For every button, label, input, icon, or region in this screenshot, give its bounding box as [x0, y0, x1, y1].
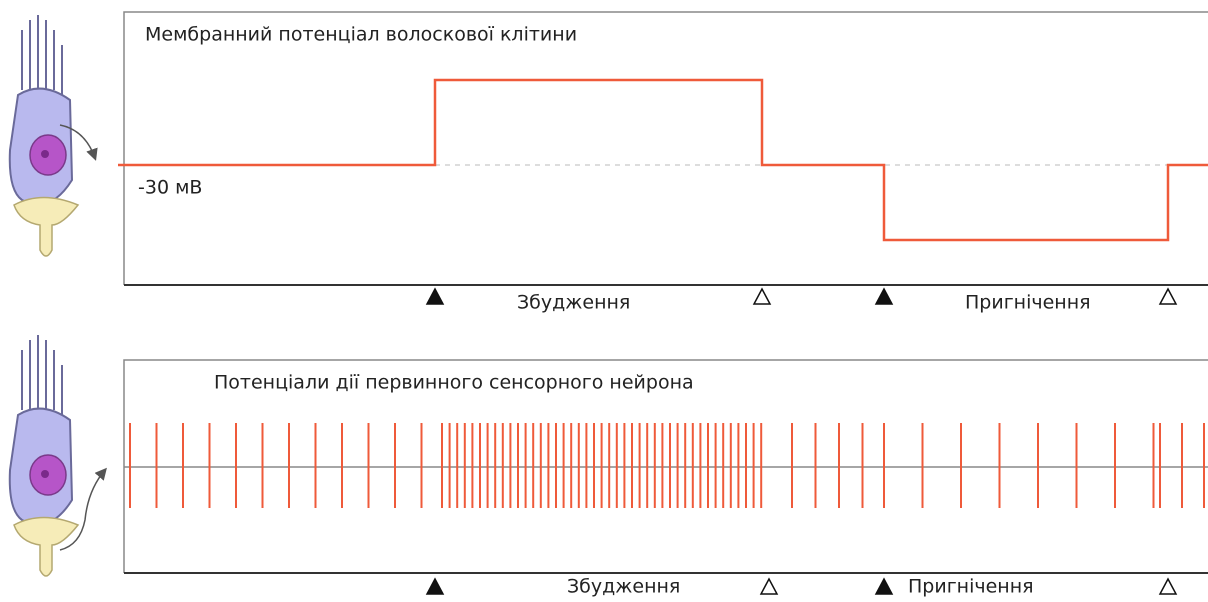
offset-marker: [1160, 579, 1176, 594]
hair-cell-icon: [10, 15, 95, 256]
panel-frame: [124, 12, 1208, 285]
diagram: Мембранний потенціал волоскової клітини …: [0, 0, 1208, 602]
panel-title: Потенціали дії первинного сенсорного ней…: [214, 372, 694, 394]
spike-train: [130, 423, 1204, 508]
level-label: -30 мВ: [138, 177, 202, 199]
phase-label: Збудження: [567, 576, 680, 598]
onset-marker: [876, 579, 892, 594]
onset-marker: [427, 289, 443, 304]
onset-marker: [427, 579, 443, 594]
onset-marker: [876, 289, 892, 304]
event-markers: [427, 289, 1176, 594]
phase-label: Збудження: [517, 292, 630, 314]
membrane-trace: [118, 80, 1208, 240]
phase-label: Пригнічення: [965, 292, 1091, 314]
panel-title: Мембранний потенціал волоскової клітини: [145, 24, 577, 46]
offset-marker: [761, 579, 777, 594]
offset-marker: [1160, 289, 1176, 304]
offset-marker: [754, 289, 770, 304]
phase-label: Пригнічення: [908, 576, 1034, 598]
hair-cell-icon: [10, 335, 105, 576]
